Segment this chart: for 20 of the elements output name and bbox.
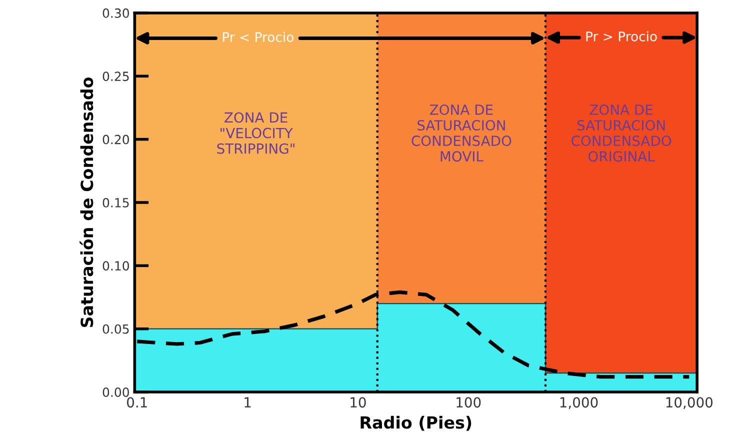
band-label: ZONA DE SATURACION CONDENSADO ORIGINAL <box>572 104 672 162</box>
band-label: ZONA DE "VELOCITY STRIPPING" <box>217 112 294 154</box>
y-tick-label: 0.30 <box>102 8 129 18</box>
x-axis-title: Radio (Pies) <box>360 416 472 431</box>
band-label: ZONA DE SATURACION CONDENSADO MOVIL <box>412 104 512 162</box>
x-tick-label: 10,000 <box>666 397 713 410</box>
annotation: Pr > Procio <box>586 31 657 42</box>
y-tick-label: 0.15 <box>102 198 129 208</box>
y-tick-label: 0.25 <box>102 72 129 82</box>
y-tick-label: 0.20 <box>102 134 129 144</box>
y-tick-label: 0.05 <box>102 324 129 334</box>
y-axis-title: Saturación de Condensado <box>80 77 94 328</box>
x-tick-label: 1,000 <box>560 397 598 410</box>
x-tick-label: 100 <box>456 397 481 408</box>
x-tick-label: 1 <box>244 397 251 408</box>
x-tick-label: 10 <box>350 397 366 408</box>
y-tick-label: 0.00 <box>102 387 129 397</box>
x-tick-label: 0.1 <box>127 397 147 408</box>
annotation: Pr < Procio <box>222 32 294 42</box>
y-tick-label: 0.10 <box>102 261 129 271</box>
